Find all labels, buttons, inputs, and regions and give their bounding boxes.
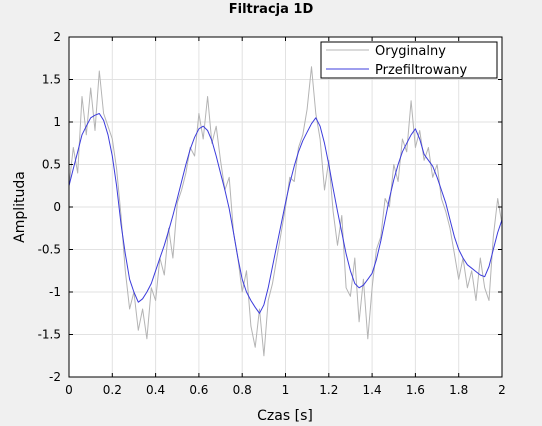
x-tick-label: 1.8 — [449, 383, 468, 397]
x-tick-label: 1.4 — [363, 383, 382, 397]
y-tick-label: 0 — [53, 200, 61, 214]
x-tick-label: 2 — [498, 383, 506, 397]
y-tick-label: -0.5 — [38, 243, 61, 257]
x-tick-label: 0.6 — [189, 383, 208, 397]
series-line-przefiltrowany — [68, 113, 503, 314]
ticks: 0 0.2 0.4 0.6 0.8 1 1.2 1.4 1.6 1.8 2 -2 -1.5 -1 -0.5 0… — [38, 30, 506, 397]
y-axis-label: Amplituda — [12, 171, 28, 243]
legend-box — [320, 41, 498, 79]
y-tick-label: -1 — [49, 285, 61, 299]
x-tick-label: 0.4 — [146, 383, 165, 397]
x-tick-label: 0.8 — [233, 383, 252, 397]
x-tick-label: 1.2 — [319, 383, 338, 397]
y-tick-label: 1.5 — [42, 73, 61, 87]
x-tick-label: 0.2 — [103, 383, 122, 397]
x-tick-label: 0 — [65, 383, 73, 397]
x-axis-label: Czas [s] — [257, 408, 313, 424]
y-tick-label: -1.5 — [38, 328, 61, 342]
y-tick-label: -2 — [49, 370, 61, 384]
series-layer — [68, 66, 503, 357]
legend-label-oryginalny: Oryginalny — [375, 44, 446, 59]
y-tick-label: 1 — [53, 115, 61, 129]
y-tick-label: 0.5 — [42, 158, 61, 172]
x-tick-label: 1.6 — [406, 383, 425, 397]
y-tick-label: 2 — [53, 30, 61, 44]
series-line-oryginalny — [68, 66, 503, 357]
x-tick-label: 1 — [282, 383, 290, 397]
legend-label-przefiltrowany: Przefiltrowany — [375, 63, 468, 78]
chart-title: Filtracja 1D — [228, 2, 314, 17]
legend: Oryginalny Przefiltrowany — [320, 41, 498, 79]
